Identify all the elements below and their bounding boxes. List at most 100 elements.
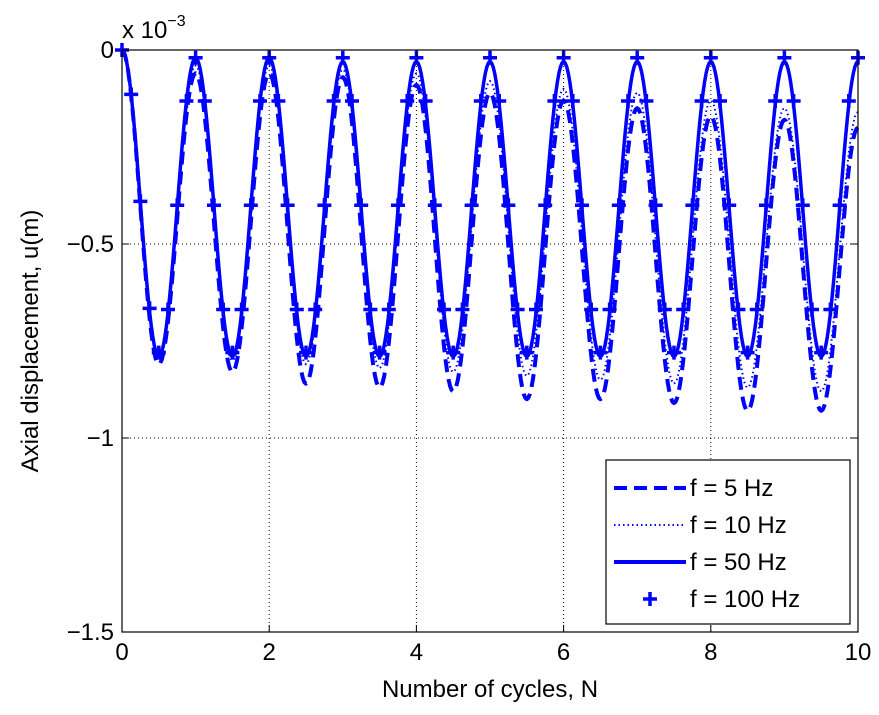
data-point: [639, 93, 654, 108]
data-point: [749, 302, 764, 317]
data-point: [446, 345, 461, 360]
legend-marker: [643, 592, 657, 606]
data-point: [253, 93, 267, 108]
y-axis-label: Axial displacement, u(m): [17, 210, 44, 473]
y-axis-exponent: x 10−3: [122, 13, 186, 44]
legend: f = 5 Hz f = 10 Hz f = 50 Hz f = 100 Hz: [605, 459, 851, 625]
data-point: [151, 345, 166, 360]
data-point: [584, 302, 599, 317]
data-point: [427, 198, 442, 213]
y-exponent-power: −3: [167, 13, 185, 30]
y-tick-label: −1.5: [67, 619, 114, 646]
data-point: [630, 50, 645, 65]
data-point: [805, 302, 819, 317]
y-tick-label: −1: [87, 425, 114, 452]
data-point: [795, 198, 810, 213]
data-point: [345, 93, 359, 108]
data-point: [786, 93, 801, 108]
legend-entry: f = 10 Hz: [614, 512, 787, 539]
data-point: [565, 93, 580, 108]
data-point: [519, 345, 534, 360]
axis-ticks: [121, 49, 859, 633]
data-point: [823, 302, 838, 317]
x-axis-label: Number of cycles, N: [382, 676, 598, 703]
data-point: [575, 198, 589, 213]
data-point: [602, 302, 617, 317]
data-point: [317, 198, 332, 213]
legend-entry: f = 5 Hz: [614, 475, 773, 502]
data-point: [768, 93, 783, 108]
data-point: [280, 198, 295, 213]
data-point: [161, 302, 175, 317]
y-tick-label: −0.5: [67, 231, 114, 258]
data-point: [335, 50, 350, 65]
data-point: [547, 93, 562, 108]
data-point: [759, 198, 773, 213]
data-point: [713, 93, 727, 108]
data-point: [814, 345, 829, 360]
x-tick-label: 0: [115, 639, 128, 666]
y-exponent-base: x 10: [122, 17, 167, 44]
data-point: [694, 93, 709, 108]
data-point: [740, 345, 755, 360]
data-point: [731, 302, 746, 317]
x-tick-label: 6: [557, 639, 570, 666]
x-tick-label: 2: [263, 639, 276, 666]
data-point: [473, 93, 488, 108]
series-line: [121, 49, 859, 393]
legend-entry: f = 100 Hz: [643, 586, 800, 613]
data-point: [611, 198, 626, 213]
data-point: [418, 93, 433, 108]
data-point: [841, 93, 856, 108]
data-point: [437, 302, 451, 317]
data-point: [657, 302, 672, 317]
data-point: [243, 198, 258, 213]
data-point: [593, 345, 608, 360]
data-point: [372, 345, 387, 360]
data-point: [685, 198, 700, 213]
legend-label: f = 100 Hz: [690, 586, 800, 613]
data-point: [234, 302, 249, 317]
data-point: [492, 93, 507, 108]
data-point: [188, 50, 203, 65]
x-tick-label: 8: [704, 639, 717, 666]
legend-label: f = 50 Hz: [690, 549, 787, 576]
legend-label: f = 5 Hz: [690, 475, 773, 502]
plot-frame: [121, 49, 859, 633]
x-tick-label: 4: [410, 639, 423, 666]
data-point: [667, 345, 681, 360]
data-point: [777, 50, 792, 65]
x-tick-label: 10: [845, 639, 872, 666]
data-point: [142, 301, 157, 316]
data-point: [464, 198, 479, 213]
data-point: [197, 93, 212, 108]
data-point: [363, 302, 378, 317]
data-point: [648, 198, 663, 213]
data-point: [381, 302, 396, 317]
data-point: [308, 302, 323, 317]
data-point: [538, 198, 553, 213]
data-point: [225, 345, 240, 360]
data-point: [271, 93, 286, 108]
tick-labels: 0 2 4 6 8 10 −1.5 −1 −0.5 0: [67, 37, 872, 666]
data-point: [391, 198, 405, 213]
legend-entry: f = 50 Hz: [614, 549, 787, 576]
data-point: [529, 302, 543, 317]
data-point: [722, 198, 737, 213]
data-point: [621, 93, 635, 108]
data-point: [179, 93, 194, 108]
data-point: [289, 302, 304, 317]
data-point: [299, 345, 313, 360]
data-point: [124, 87, 139, 102]
data-point: [170, 198, 185, 213]
data-point: [354, 198, 369, 213]
data-point: [216, 302, 231, 317]
data-point: [400, 93, 415, 108]
data-point: [510, 302, 525, 317]
data-point: [455, 302, 470, 317]
data-point: [501, 198, 516, 213]
data-point: [832, 198, 847, 213]
data-point: [326, 93, 341, 108]
data-point: [676, 302, 691, 317]
